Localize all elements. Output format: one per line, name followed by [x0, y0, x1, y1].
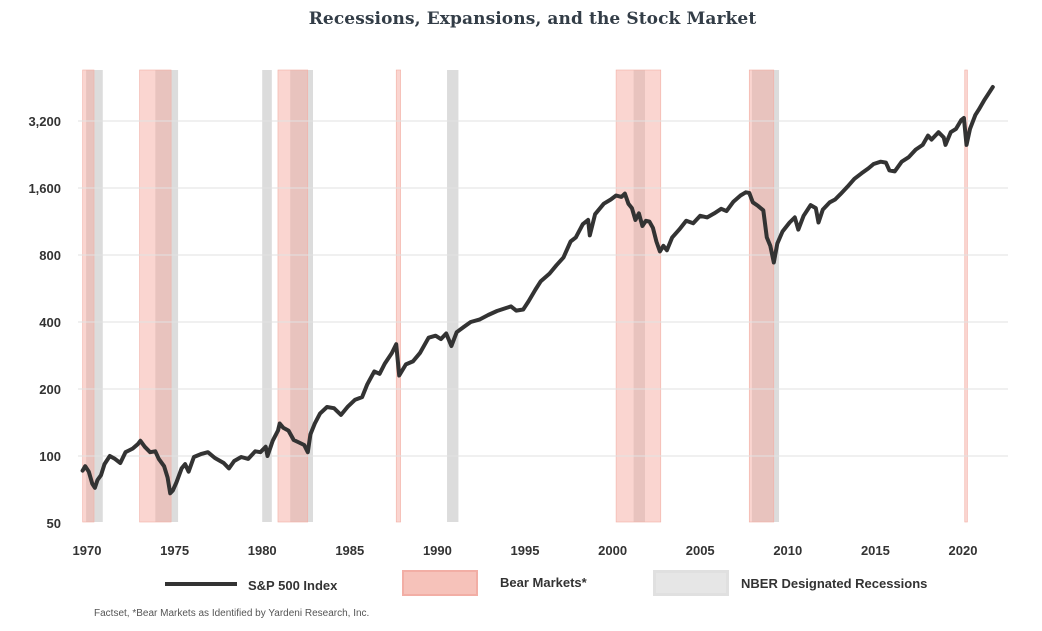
legend-swatch-nber-recessions: [653, 570, 729, 596]
gridlines: [78, 120, 1008, 457]
x-tick-label: 1985: [335, 543, 364, 558]
nber-recession-band: [633, 70, 646, 522]
bear-market-band: [748, 69, 775, 523]
legend-label-bear-markets: Bear Markets*: [500, 575, 587, 590]
x-tick-label: 2000: [598, 543, 627, 558]
x-tick-label: 1975: [160, 543, 189, 558]
nber-recession-band: [447, 70, 459, 522]
x-tick-label: 1990: [423, 543, 452, 558]
nber-recession-band: [86, 70, 103, 522]
nber-band-layer: [86, 70, 780, 522]
y-tick-label: 200: [39, 382, 61, 397]
series-layer: [80, 85, 995, 496]
x-axis-ticks: 1970 1975 1980 1985 1990 1995 2000 2005 2010 2015…: [73, 543, 978, 558]
y-tick-label: 800: [39, 248, 61, 263]
nber-recession-band: [290, 70, 314, 522]
sp500-series-line: [80, 85, 995, 496]
y-axis-ticks: 50 100 200 400 800 1,600 3,200: [28, 114, 61, 531]
bear-market-band: [395, 69, 401, 523]
chart-title: Recessions, Expansions, and the Stock Ma…: [308, 9, 757, 29]
x-tick-label: 1980: [248, 543, 277, 558]
y-tick-label: 1,600: [28, 181, 61, 196]
nber-recession-band: [155, 70, 179, 522]
x-tick-label: 2010: [773, 543, 802, 558]
legend-swatch-bear-markets: [402, 570, 478, 596]
y-tick-label: 400: [39, 315, 61, 330]
y-tick-label: 100: [39, 449, 61, 464]
x-tick-label: 1970: [73, 543, 102, 558]
bear-market-band: [82, 69, 95, 523]
legend-label-sp500: S&P 500 Index: [248, 578, 338, 593]
nber-recession-band: [262, 70, 272, 522]
bear-market-band: [964, 69, 968, 523]
bear-market-band: [615, 69, 662, 523]
y-tick-label: 50: [47, 516, 61, 531]
x-tick-label: 1995: [511, 543, 540, 558]
bear-market-band: [277, 69, 309, 523]
x-tick-label: 2005: [686, 543, 715, 558]
source-note: Factset, *Bear Markets as Identified by …: [94, 608, 370, 619]
legend-label-nber-recessions: NBER Designated Recessions: [741, 576, 928, 591]
legend-swatch-sp500: [165, 582, 237, 586]
y-tick-label: 3,200: [28, 114, 61, 129]
x-tick-label: 2015: [861, 543, 890, 558]
nber-recession-band: [751, 70, 780, 522]
x-tick-label: 2020: [949, 543, 978, 558]
bear-band-layer: [82, 69, 968, 523]
